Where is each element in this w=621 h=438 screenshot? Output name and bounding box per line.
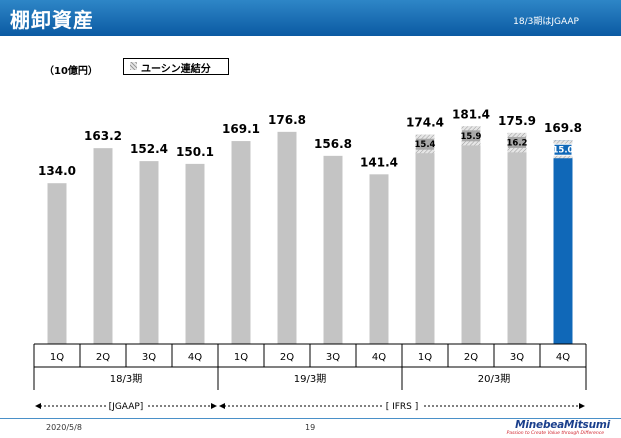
category-label-7: 3Q xyxy=(326,352,340,363)
logo-tagline: Passion to Create Value through Differen… xyxy=(506,431,604,436)
value-label-2: 163.2 xyxy=(84,129,122,143)
page-number: 19 xyxy=(305,423,316,432)
page-title: 棚卸資産 xyxy=(10,8,94,32)
yushin-label-11: 16.2 xyxy=(507,138,528,148)
footer-divider xyxy=(0,418,621,419)
value-label-8: 141.4 xyxy=(360,155,398,169)
value-label-9: 174.4 xyxy=(406,116,444,130)
yushin-value-box-11 xyxy=(508,136,526,148)
yushin-value-box-9 xyxy=(416,138,434,150)
bar-12 xyxy=(553,140,573,344)
bar-10 xyxy=(461,126,481,344)
bar-4 xyxy=(185,163,205,344)
bar-2 xyxy=(93,148,113,344)
bar-7 xyxy=(323,155,343,344)
value-label-1: 134.0 xyxy=(38,164,76,178)
title-bar: 棚卸資産 18/3期はJGAAP xyxy=(0,0,621,36)
group-label-3: 20/3期 xyxy=(478,373,510,385)
bar-6 xyxy=(277,131,297,344)
value-label-12: 169.8 xyxy=(544,121,582,135)
legend-swatch xyxy=(130,62,137,70)
bar-9 xyxy=(415,134,435,344)
logo-wordmark: MinebeaMitsumi xyxy=(515,419,610,431)
group-label-2: 19/3期 xyxy=(294,373,326,385)
category-label-5: 1Q xyxy=(234,352,248,363)
bar-3 xyxy=(139,161,159,344)
category-label-11: 3Q xyxy=(510,352,524,363)
value-label-10: 181.4 xyxy=(452,107,490,121)
yushin-label-9: 15.4 xyxy=(415,140,436,150)
bar-5 xyxy=(231,141,251,344)
category-label-9: 1Q xyxy=(418,352,432,363)
category-label-10: 2Q xyxy=(464,352,478,363)
category-label-1: 1Q xyxy=(50,352,64,363)
group-label-1: 18/3期 xyxy=(110,373,142,385)
standard-label-bg-1 xyxy=(106,400,146,411)
value-label-4: 150.1 xyxy=(176,145,214,159)
unit-label: （10億円） xyxy=(44,66,98,77)
inventory-bar-chart: 134.0 163.2 152.4 150.1 169.1 176.8 156.8 141.4… xyxy=(33,107,587,412)
value-label-7: 156.8 xyxy=(314,137,352,151)
category-label-4: 4Q xyxy=(188,352,202,363)
bar-8 xyxy=(369,174,389,344)
yushin-label-12: 15.0 xyxy=(553,146,574,156)
yushin-value-box-10 xyxy=(462,130,480,142)
value-label-11: 175.9 xyxy=(498,114,536,128)
category-label-3: 3Q xyxy=(142,352,156,363)
category-label-8: 4Q xyxy=(372,352,386,363)
footer-date: 2020/5/8 xyxy=(46,423,82,432)
value-label-6: 176.8 xyxy=(268,113,306,127)
legend: ユーシン連結分 xyxy=(123,58,229,75)
category-label-12: 4Q xyxy=(556,352,570,363)
bar-1 xyxy=(47,183,67,344)
bar-11 xyxy=(507,132,527,344)
company-logo: MinebeaMitsumi Passion to Create Value t… xyxy=(500,418,611,438)
category-label-6: 2Q xyxy=(280,352,294,363)
value-label-5: 169.1 xyxy=(222,122,260,136)
legend-label: ユーシン連結分 xyxy=(141,64,211,75)
accounting-note: 18/3期はJGAAP xyxy=(513,17,579,27)
standard-label-bg-2 xyxy=(382,400,422,411)
category-label-2: 2Q xyxy=(96,352,110,363)
value-label-3: 152.4 xyxy=(130,142,168,156)
yushin-label-10: 15.9 xyxy=(461,132,482,142)
standard-label-2: [ IFRS ] xyxy=(386,402,419,412)
standard-label-1: [JGAAP] xyxy=(109,402,144,412)
yushin-value-box-12 xyxy=(553,143,573,156)
